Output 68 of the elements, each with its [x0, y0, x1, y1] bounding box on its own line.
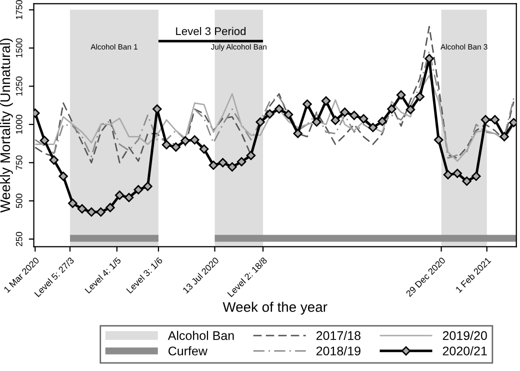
point [293, 128, 302, 138]
series-label: Level 3 Period [176, 26, 246, 36]
x-axis-title: Week of the year [222, 302, 328, 315]
point [321, 96, 331, 106]
point [152, 104, 162, 114]
point [472, 172, 481, 181]
point [180, 136, 190, 146]
legend-label: 2019/20 [442, 330, 487, 340]
point [199, 144, 209, 154]
y-tick-label: 1250 [16, 76, 22, 96]
point [284, 110, 294, 120]
point [443, 170, 453, 180]
point [265, 109, 274, 119]
y-tick-label: 1000 [16, 114, 22, 134]
point [350, 110, 359, 120]
legend-label: 2017/18 [316, 330, 360, 340]
y-tick-label: 750 [16, 155, 22, 170]
point [358, 114, 368, 124]
point [330, 116, 340, 125]
point [58, 172, 68, 181]
y-tick-label: 1500 [16, 38, 22, 58]
point [312, 117, 322, 127]
point [406, 105, 416, 114]
point [208, 160, 218, 170]
point [462, 176, 472, 186]
point [368, 122, 378, 132]
y-axis-title: Weekly Mortality (Unnatural) [0, 38, 13, 213]
point [246, 150, 256, 160]
point [218, 158, 228, 168]
point [68, 198, 78, 208]
point [274, 104, 284, 114]
legend-label: 2020/21 [442, 346, 487, 356]
point [106, 202, 115, 212]
y-tick-label: 1750 [16, 0, 22, 20]
point [302, 100, 312, 109]
point [396, 90, 406, 100]
point [500, 132, 509, 142]
point [340, 108, 350, 117]
point [480, 115, 490, 124]
point [434, 135, 444, 145]
legend-label: Curfew [168, 346, 208, 356]
point [49, 155, 59, 165]
point [171, 142, 181, 152]
point [378, 116, 387, 126]
y-tick-label: 500 [16, 194, 22, 208]
point [143, 182, 152, 191]
point [490, 115, 500, 124]
point [190, 135, 200, 145]
point [114, 190, 124, 200]
point [236, 157, 246, 166]
point [452, 168, 462, 178]
line-series [34, 26, 514, 164]
legend-label: 2018/19 [316, 346, 360, 356]
point [86, 207, 96, 217]
point [40, 136, 50, 146]
point [387, 104, 396, 114]
point [256, 117, 265, 127]
line-series [34, 50, 514, 159]
point [77, 204, 87, 214]
point [415, 92, 424, 102]
point [134, 185, 143, 194]
point [162, 140, 172, 150]
point [96, 207, 106, 217]
point [228, 162, 237, 172]
point [124, 192, 134, 202]
text: Alcohol Ban [168, 330, 234, 340]
point [424, 54, 434, 64]
y-tick-label: 250 [16, 232, 22, 246]
